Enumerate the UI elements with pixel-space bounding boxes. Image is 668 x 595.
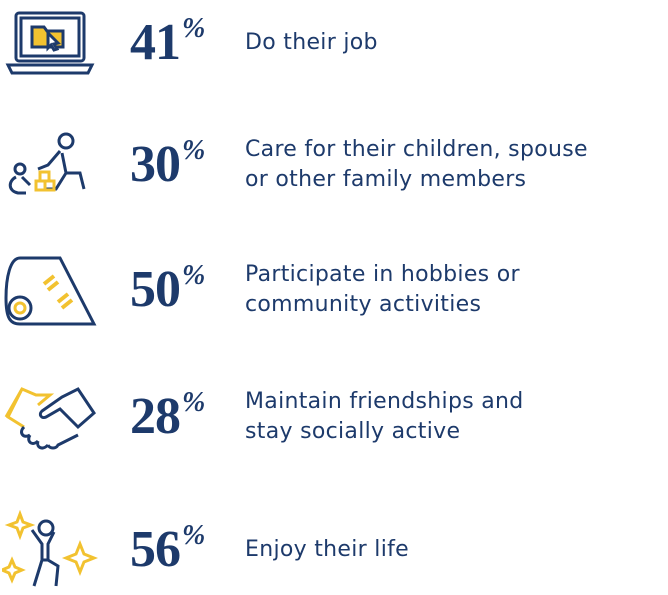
handshake-icon bbox=[4, 387, 96, 450]
label-line: or other family members bbox=[245, 167, 527, 192]
stat-unit: % bbox=[182, 260, 206, 291]
stat-row: 56% Enjoy their life bbox=[130, 505, 666, 595]
stat-unit: % bbox=[182, 387, 206, 418]
stat-value: 28 bbox=[130, 388, 181, 445]
family-icon bbox=[8, 132, 86, 195]
stat-label: Do their job bbox=[245, 28, 378, 58]
stat-label: Maintain friendships and stay socially ac… bbox=[245, 387, 524, 447]
stat-value: 56 bbox=[130, 521, 181, 578]
joy-icon bbox=[2, 510, 98, 587]
stat-unit: % bbox=[182, 13, 206, 44]
stat-value: 30 bbox=[130, 136, 181, 193]
stat-row: 41% Do their job bbox=[130, 0, 666, 88]
label-line: Enjoy their life bbox=[245, 537, 409, 562]
stat-label: Enjoy their life bbox=[245, 535, 409, 565]
stat: 30% bbox=[130, 135, 245, 193]
stat-value: 50 bbox=[130, 261, 181, 318]
stat-row: 30% Care for their children, spouse or oth… bbox=[130, 120, 666, 210]
laptop-icon bbox=[5, 11, 95, 75]
stat: 56% bbox=[130, 520, 245, 578]
label-line: stay socially active bbox=[245, 419, 461, 444]
label-line: Participate in hobbies or bbox=[245, 262, 520, 287]
stat-row: 28% Maintain friendships and stay socially… bbox=[130, 372, 666, 462]
label-line: community activities bbox=[245, 292, 482, 317]
label-line: Care for their children, spouse bbox=[245, 137, 588, 162]
stat: 28% bbox=[130, 387, 245, 445]
stat-unit: % bbox=[182, 135, 206, 166]
label-line: Do their job bbox=[245, 30, 378, 55]
stat: 41% bbox=[130, 13, 245, 71]
stat-label: Participate in hobbies or community activ… bbox=[245, 260, 520, 320]
stat: 50% bbox=[130, 260, 245, 318]
label-line: Maintain friendships and bbox=[245, 389, 524, 414]
stat-label: Care for their children, spouse or other … bbox=[245, 135, 588, 195]
stat-value: 41 bbox=[130, 14, 181, 71]
stat-unit: % bbox=[182, 520, 206, 551]
stat-row: 50% Participate in hobbies or community ac… bbox=[130, 245, 666, 335]
yoga-mat-icon bbox=[4, 256, 97, 326]
